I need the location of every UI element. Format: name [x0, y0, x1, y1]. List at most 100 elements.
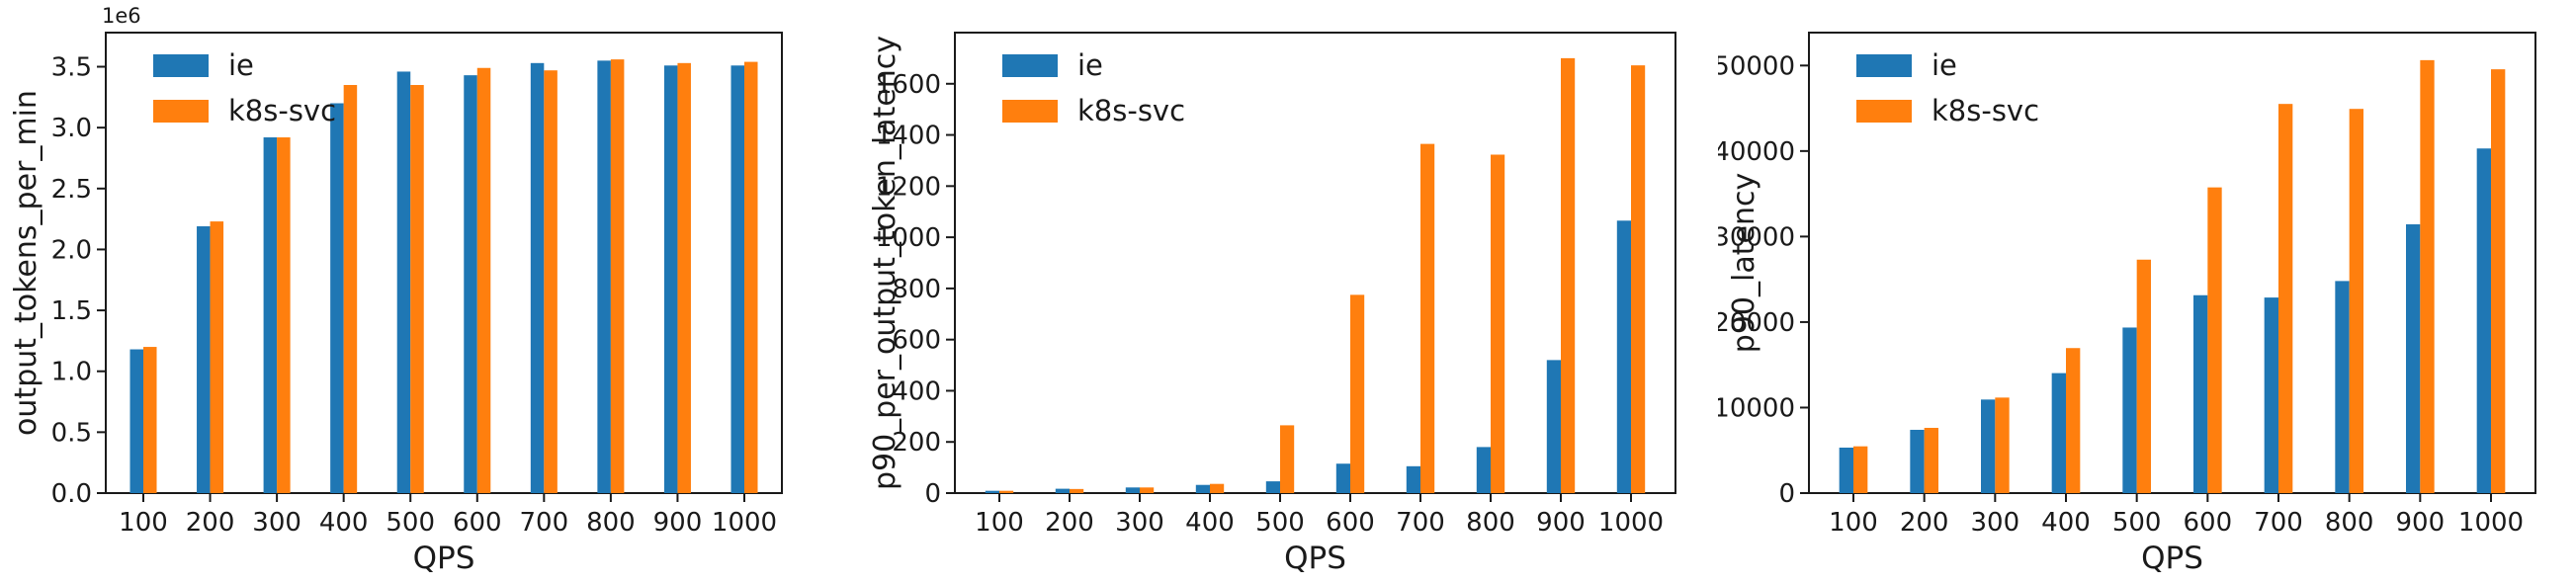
chart-p90-per-output-token-latency-canvas: 0 200 400 600 800 1000 1200 1400 1600 100 200 300 40… [868, 32, 1676, 576]
y-tick-label: 50000 [1718, 51, 1795, 81]
y-tick-label: 400 [892, 376, 941, 406]
x-tick-label: 300 [1971, 508, 2020, 538]
x-tick-label: 900 [2396, 508, 2446, 538]
x-tick-label: 800 [1466, 508, 1515, 538]
legend-swatch-ie [1856, 54, 1912, 77]
x-tick-label: 1000 [2458, 508, 2524, 538]
x-tick-label: 400 [1185, 508, 1235, 538]
bar-ie-700 [2264, 297, 2278, 493]
bar-k8s-svc-600 [2207, 187, 2222, 493]
bar-ie-900 [663, 65, 678, 494]
bar-ie-500 [2122, 327, 2137, 493]
x-tick-label: 600 [2184, 508, 2233, 538]
y-tick-label: 20000 [1718, 308, 1795, 338]
chart-output-tokens-per-min: 0.0 0.5 1.0 1.5 2.0 2.5 3.0 3.5 100 200 300 400 500 6… [0, 0, 859, 585]
x-tick-label: 400 [2041, 508, 2091, 538]
bar-k8s-svc-500 [1280, 425, 1295, 493]
bar-ie-400 [2051, 373, 2066, 493]
y-tick-label: 2.5 [51, 175, 92, 205]
bar-k8s-svc-200 [1924, 427, 1938, 493]
bar-k8s-svc-100 [1853, 446, 1868, 493]
y-axis-label: p90_latency [1727, 173, 1761, 353]
bar-k8s-svc-800 [1491, 154, 1505, 494]
legend-swatch-ie [153, 54, 209, 77]
bar-k8s-svc-900 [1561, 57, 1576, 494]
y-scale-offset-label: 1e6 [102, 4, 141, 28]
bar-k8s-svc-400 [2066, 348, 2081, 493]
y-tick-label: 1600 [876, 70, 941, 100]
bar-ie-200 [1055, 488, 1070, 493]
bar-k8s-svc-1000 [744, 61, 758, 493]
bar-ie-800 [1476, 447, 1491, 493]
bar-ie-1000 [730, 65, 744, 494]
bar-ie-100 [1839, 447, 1853, 493]
x-tick-label: 300 [1115, 508, 1164, 538]
bar-k8s-svc-900 [677, 62, 691, 494]
x-tick-label: 900 [653, 508, 703, 538]
y-tick-label: 0 [924, 479, 941, 509]
legend-label-ie: ie [1077, 48, 1103, 82]
bar-ie-100 [129, 349, 143, 493]
bar-k8s-svc-100 [143, 347, 157, 493]
x-tick-label: 600 [1326, 508, 1375, 538]
bar-ie-800 [597, 60, 611, 494]
bar-k8s-svc-900 [2420, 59, 2435, 494]
y-tick-label: 1200 [876, 172, 941, 202]
legend-label-k8s-svc: k8s-svc [1077, 94, 1185, 127]
y-tick-label: 800 [892, 275, 941, 304]
bar-k8s-svc-100 [999, 490, 1014, 493]
legend-label-k8s-svc: k8s-svc [1932, 94, 2039, 127]
legend: ie k8s-svc [1856, 48, 2039, 127]
y-tick-label: 10000 [1718, 393, 1795, 423]
bar-ie-200 [1910, 429, 1925, 493]
bar-ie-100 [985, 490, 999, 493]
legend-label-k8s-svc: k8s-svc [228, 94, 336, 127]
bar-k8s-svc-700 [1420, 143, 1435, 493]
y-tick-label: 40000 [1718, 137, 1795, 167]
y-axis-label: output_tokens_per_min [9, 90, 43, 436]
bar-k8s-svc-1000 [1631, 65, 1646, 493]
bar-ie-1000 [2476, 148, 2491, 493]
bar-ie-300 [263, 137, 278, 493]
y-tick-label: 3.5 [51, 53, 92, 83]
x-tick-label: 900 [1536, 508, 1586, 538]
y-tick-label: 1000 [876, 223, 941, 253]
bar-ie-900 [2406, 224, 2421, 493]
bar-ie-400 [1195, 484, 1210, 493]
y-tick-label: 3.0 [51, 114, 92, 143]
legend-label-ie: ie [1932, 48, 1957, 82]
bar-ie-300 [1125, 487, 1140, 493]
chart-p90-latency-canvas: 0 10000 20000 30000 40000 50000 100 200 300 400 50… [1718, 32, 2536, 576]
bar-k8s-svc-300 [1140, 487, 1155, 493]
legend-swatch-k8s-svc [153, 100, 209, 123]
bar-ie-800 [2335, 281, 2350, 493]
bar-ie-500 [1265, 481, 1280, 493]
chart-p90-per-output-token-latency: 0 200 400 600 800 1000 1200 1400 1600 100 200 300 40… [859, 0, 1718, 585]
chart-output-tokens-per-min-canvas: 0.0 0.5 1.0 1.5 2.0 2.5 3.0 3.5 100 200 300 400 500 6… [9, 4, 783, 576]
y-tick-label: 600 [892, 326, 941, 356]
bar-ie-600 [2193, 294, 2208, 493]
bar-k8s-svc-500 [2136, 259, 2151, 493]
legend: ie k8s-svc [153, 48, 336, 127]
x-axis-label: QPS [2141, 541, 2203, 576]
y-tick-label: 30000 [1718, 222, 1795, 252]
chart-p90-latency: 0 10000 20000 30000 40000 50000 100 200 300 400 50… [1718, 0, 2576, 585]
bar-k8s-svc-1000 [2491, 69, 2506, 493]
bar-ie-700 [530, 62, 545, 494]
bar-ie-400 [330, 103, 344, 493]
bar-k8s-svc-200 [1070, 488, 1084, 493]
bar-ie-600 [1335, 463, 1350, 493]
bar-k8s-svc-700 [2278, 104, 2293, 494]
y-tick-label: 200 [892, 428, 941, 458]
y-tick-label: 0.0 [51, 479, 92, 509]
bar-k8s-svc-400 [343, 85, 358, 493]
x-tick-label: 800 [586, 508, 636, 538]
x-tick-label: 500 [2112, 508, 2162, 538]
x-axis-label: QPS [1284, 541, 1346, 576]
y-tick-label: 0 [1778, 479, 1795, 509]
x-axis-label: QPS [413, 541, 475, 576]
x-tick-label: 100 [1829, 508, 1878, 538]
bar-k8s-svc-600 [1350, 294, 1365, 493]
bar-ie-300 [1981, 399, 1996, 493]
